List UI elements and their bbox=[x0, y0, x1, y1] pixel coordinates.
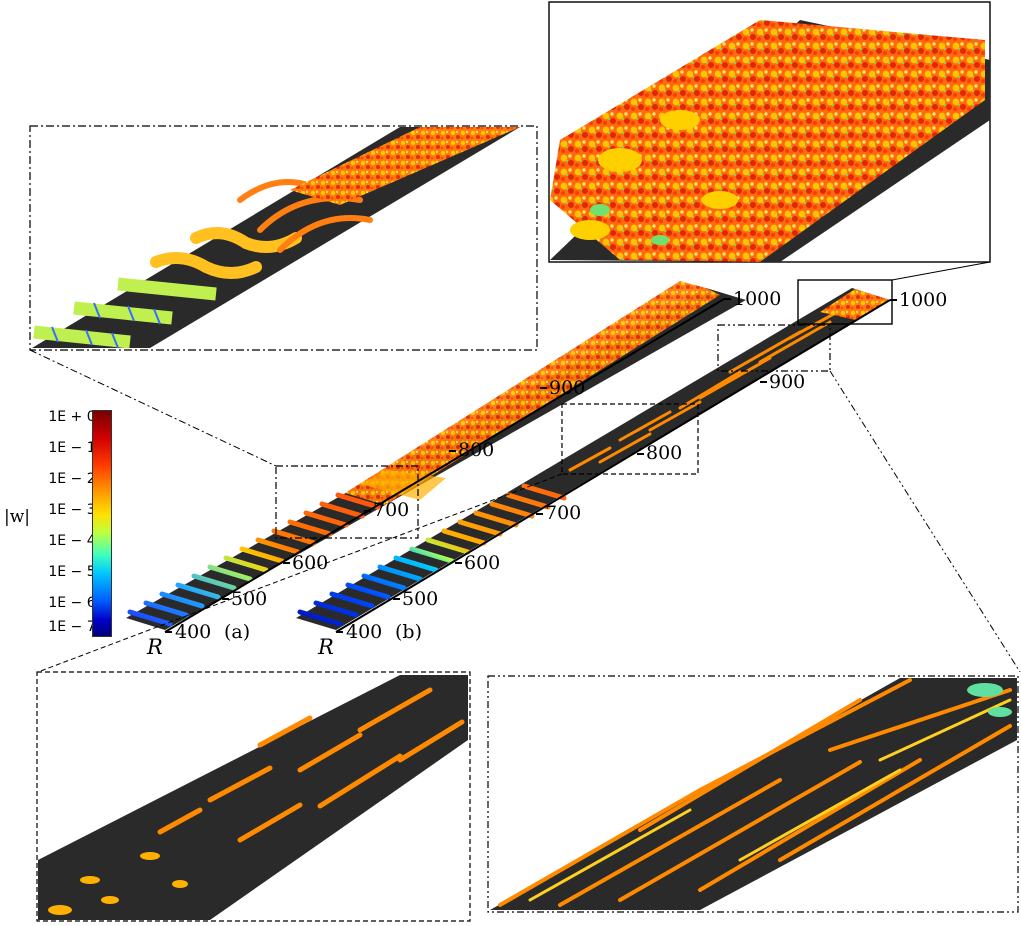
colorbar-tick: 1E − 1 bbox=[34, 438, 110, 458]
strip-b-tick-800: 800 bbox=[646, 442, 683, 464]
leader-lines bbox=[29, 261, 1021, 673]
strip-b bbox=[296, 288, 897, 633]
strip-a-tick-900: 900 bbox=[549, 377, 586, 399]
inset-top-left bbox=[29, 125, 538, 351]
strip-a-tick-600: 600 bbox=[292, 552, 329, 574]
strip-a-axis-symbol: R bbox=[147, 635, 163, 659]
strip-a-rolls bbox=[127, 492, 381, 627]
strip-a-tick-500: 500 bbox=[231, 588, 268, 610]
strip-b-tick-400: 400 bbox=[346, 621, 383, 643]
strip-b-tick-900: 900 bbox=[769, 371, 806, 393]
inset-bottom-left bbox=[36, 671, 471, 922]
strip-a-tick-1000: 1000 bbox=[733, 288, 782, 310]
strip-b-axis-symbol: R bbox=[318, 635, 334, 659]
highlight-box-b-late bbox=[717, 324, 831, 372]
strip-b-tick-700: 700 bbox=[545, 502, 582, 524]
strip-b-tick-1000: 1000 bbox=[899, 289, 948, 311]
inset-bottom-right bbox=[487, 675, 1019, 913]
colorbar-tick: 1E − 5 bbox=[34, 562, 110, 582]
strip-b-tick-600: 600 bbox=[464, 552, 501, 574]
colorbar-tick: 1E − 3 bbox=[34, 500, 110, 520]
strip-a bbox=[126, 281, 746, 633]
strip-b-streaks bbox=[568, 303, 852, 472]
panel-b-tag: (b) bbox=[395, 621, 422, 643]
colorbar-gradient bbox=[92, 410, 112, 637]
strip-a-tick-800: 800 bbox=[458, 439, 495, 461]
colorbar: |w| 1E + 0 1E − 1 1E − 2 1E − 3 1E − 4 1… bbox=[4, 407, 144, 639]
strip-a-tick-700: 700 bbox=[373, 499, 410, 521]
highlight-box-b-end bbox=[797, 279, 893, 325]
colorbar-tick: 1E − 4 bbox=[34, 531, 110, 551]
colorbar-tick: 1E − 2 bbox=[34, 469, 110, 489]
strip-b-tick-500: 500 bbox=[402, 588, 439, 610]
colorbar-tick: 1E − 6 bbox=[34, 593, 110, 613]
highlight-box-a bbox=[275, 465, 419, 539]
colorbar-tick: 1E − 7 bbox=[34, 617, 110, 637]
strip-a-tick-400: 400 bbox=[175, 621, 212, 643]
highlight-box-b-mid bbox=[561, 403, 699, 475]
colorbar-tick: 1E + 0 bbox=[34, 407, 110, 427]
panel-a-tag: (a) bbox=[224, 621, 251, 643]
inset-top-right bbox=[548, 1, 991, 263]
colorbar-label: |w| bbox=[3, 507, 30, 527]
